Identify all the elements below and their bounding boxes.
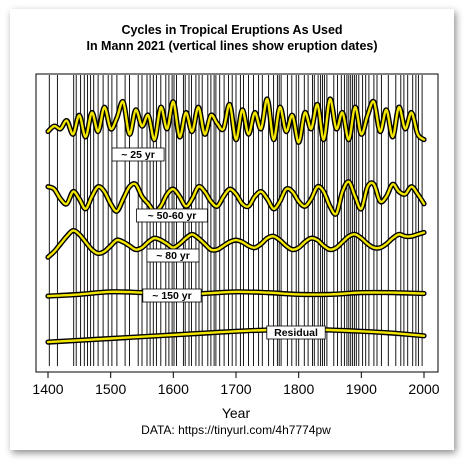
series-label-0: ~ 25 yr	[111, 147, 165, 162]
chart-title-line-2: In Mann 2021 (vertical lines show erupti…	[86, 39, 377, 53]
x-tick-label-2: 1600	[158, 381, 189, 397]
data-source-note: DATA: https://tinyurl.com/4h7774pw	[141, 423, 331, 437]
x-axis: 1400 1500 1600 1700 1800 1900 2000	[32, 371, 440, 397]
cycle-curves: ~ 25 yr ~ 50-60 yr ~ 80 yr ~ 150 yr Residual	[45, 96, 427, 345]
series-label-text-4: Residual	[274, 327, 318, 339]
series-label-2: ~ 80 yr	[146, 248, 200, 263]
x-tick-label-3: 1700	[220, 381, 251, 397]
series-label-box-0	[111, 147, 165, 162]
series-line-2	[46, 229, 426, 259]
series-2	[45, 227, 427, 260]
figure-card: Cycles in Tropical Eruptions As Used In …	[10, 9, 454, 450]
series-label-text-3: ~ 150 yr	[152, 290, 191, 302]
series-label-box-1	[136, 208, 208, 223]
x-tick-label-0: 1400	[32, 381, 63, 397]
chart-title-line-1: Cycles in Tropical Eruptions As Used	[121, 23, 342, 37]
series-1	[45, 179, 427, 217]
series-label-box-2	[146, 248, 200, 263]
x-tick-label-4: 1800	[283, 381, 314, 397]
series-3	[45, 289, 427, 299]
series-0	[45, 96, 427, 145]
series-line-0	[46, 97, 426, 144]
series-label-1: ~ 50-60 yr	[136, 208, 208, 223]
series-line-4	[46, 328, 426, 344]
x-tick-label-6: 2000	[408, 381, 439, 397]
series-label-text-0: ~ 25 yr	[121, 149, 155, 161]
series-line-1	[46, 180, 426, 216]
series-4	[45, 326, 427, 345]
x-tick-label-5: 1900	[346, 381, 377, 397]
x-axis-title: Year	[222, 405, 251, 421]
series-label-text-1: ~ 50-60 yr	[148, 210, 197, 222]
series-label-box-3	[142, 288, 202, 303]
series-label-4: Residual	[266, 325, 326, 340]
series-line-3	[46, 290, 426, 298]
series-label-3: ~ 150 yr	[142, 288, 202, 303]
x-tick-label-1: 1500	[95, 381, 126, 397]
chart-canvas: Cycles in Tropical Eruptions As Used In …	[32, 23, 440, 437]
series-label-text-2: ~ 80 yr	[156, 250, 190, 262]
series-label-box-4	[266, 325, 326, 340]
